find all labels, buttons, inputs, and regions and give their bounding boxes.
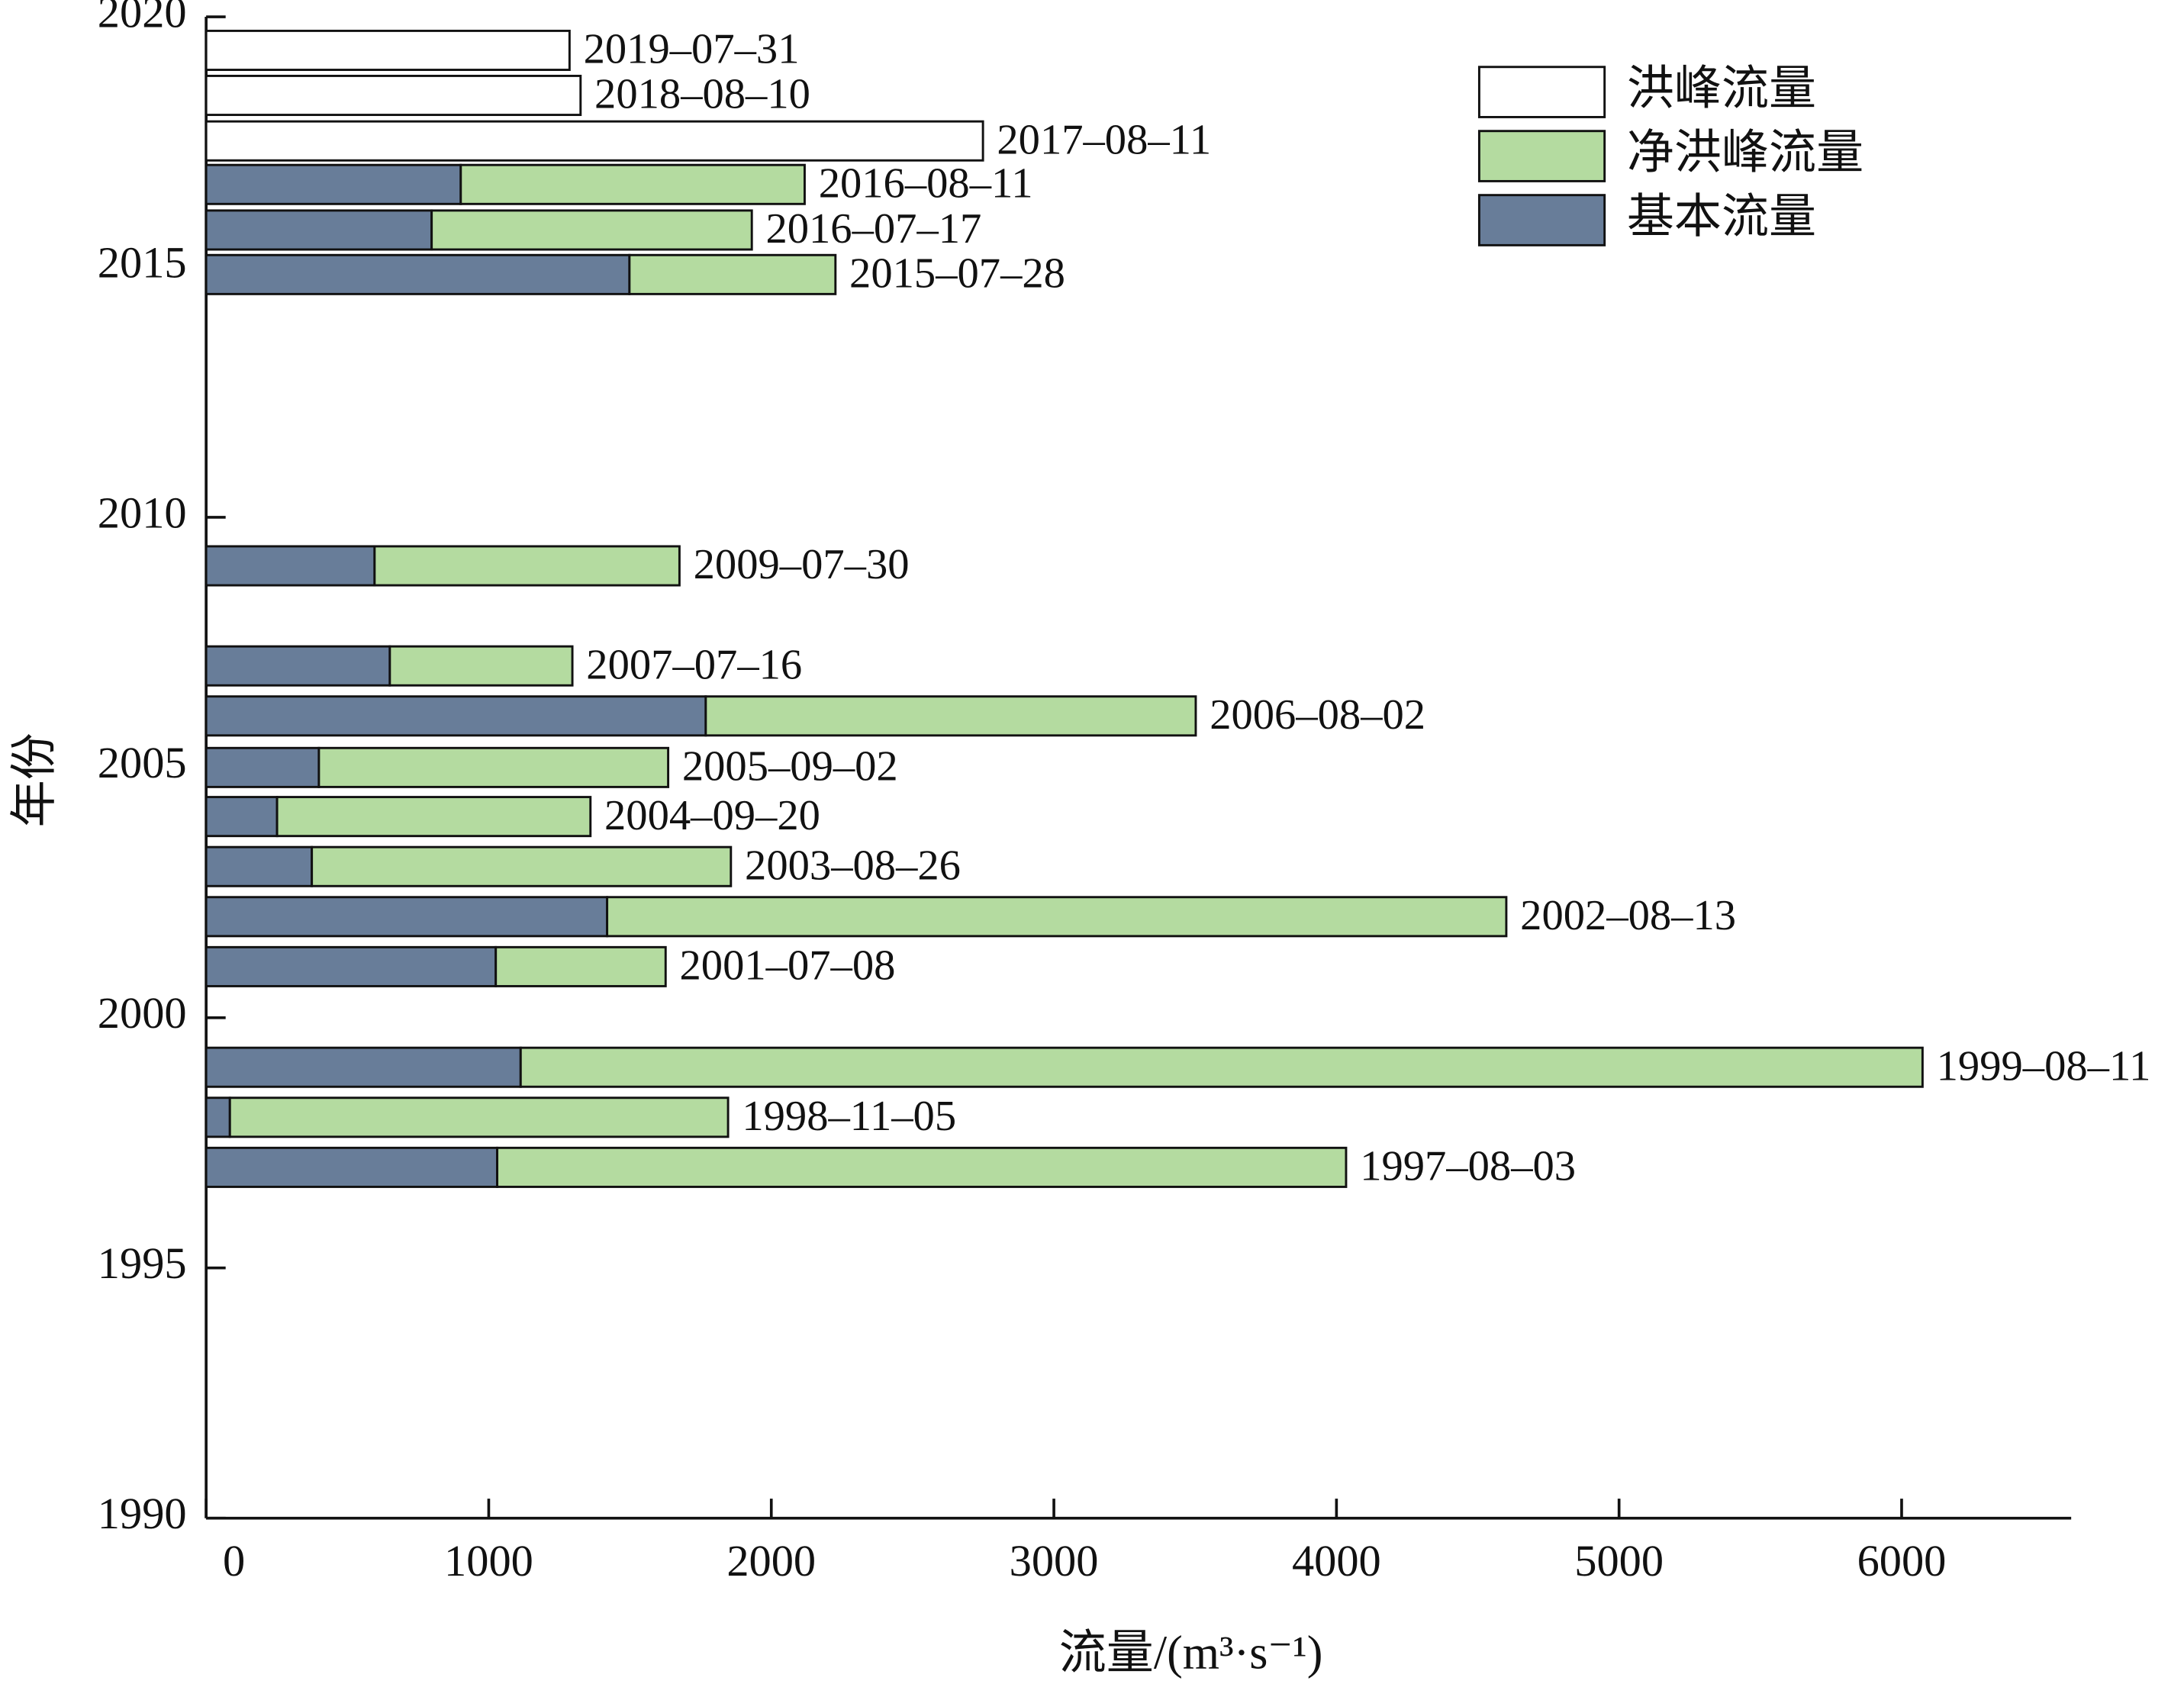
bar-segment [205,1046,522,1088]
bar-label: 2015–07–28 [849,250,1065,297]
y-tick-label: 2020 [98,0,187,37]
bar-label: 2019–07–31 [584,26,800,73]
bar-segment [606,896,1508,938]
x-tick-label: 4000 [1292,1536,1381,1586]
legend-swatch [1477,66,1606,118]
bar-label: 2016–07–17 [765,205,981,253]
bar-segment [388,645,574,687]
legend-label: 洪峰流量 [1627,63,1816,115]
y-tick-label: 2010 [98,488,187,537]
bar-segment [205,796,279,838]
bar-segment [205,29,571,71]
bar-label: 2003–08–26 [745,842,961,889]
bar-label: 1999–08–11 [1937,1042,2151,1090]
legend-label: 净洪峰流量 [1627,127,1863,179]
bar-segment [704,695,1197,737]
bar-segment [205,645,391,687]
bar-label: 2004–09–20 [604,792,820,839]
bar-segment [205,746,321,788]
y-tick-label: 2000 [98,988,187,1038]
bar-label: 1998–11–05 [742,1093,956,1140]
bar-label: 2005–09–02 [682,742,898,790]
bar-segment [205,74,582,117]
bar-segment [205,163,462,205]
bar-segment [519,1046,1924,1088]
x-tick-label: 0 [223,1536,245,1586]
bar-segment [205,1146,499,1188]
bar-segment [205,945,498,987]
bar-label: 2017–08–11 [997,116,1211,163]
y-tick-label: 1995 [98,1238,187,1288]
bar-segment [311,845,733,887]
bar-segment [205,545,376,587]
bar-label: 2009–07–30 [694,541,910,588]
bar-segment [205,120,984,162]
bar-segment [459,163,806,205]
bar-label: 2016–08–11 [819,159,1033,207]
bar-segment [628,253,837,295]
bar-label: 2018–08–10 [594,71,810,118]
bar-label: 1997–08–03 [1360,1143,1576,1190]
bar-label: 2006–08–02 [1210,691,1425,739]
bar-segment [205,1096,231,1138]
y-tick-label: 1990 [98,1489,187,1538]
legend-swatch [1477,194,1606,246]
legend-label: 基本流量 [1627,192,1816,243]
bar-segment [430,209,753,251]
bar-segment [228,1096,730,1138]
bar-segment [205,209,433,251]
legend-swatch [1477,130,1606,182]
x-tick-label: 2000 [726,1536,816,1586]
y-axis-title: 年份 [8,733,60,827]
bar-segment [205,896,609,938]
x-tick-label: 1000 [444,1536,533,1586]
bar-segment [205,695,707,737]
y-tick-label: 2015 [98,237,187,287]
y-tick-label: 2005 [98,738,187,787]
bar-segment [205,845,314,887]
bar-label: 2007–07–16 [586,641,802,688]
bar-label: 2001–07–08 [680,942,896,990]
bar-segment [496,1146,1348,1188]
bar-segment [317,746,670,788]
bar-segment [373,545,681,587]
x-axis-title: 流量/(m³·s⁻¹) [1059,1627,1323,1679]
bar-label: 2002–08–13 [1520,892,1736,939]
bar-segment [494,945,667,987]
x-tick-label: 6000 [1857,1536,1947,1586]
x-tick-label: 5000 [1574,1536,1664,1586]
bar-segment [275,796,592,838]
x-tick-label: 3000 [1010,1536,1099,1586]
bar-segment [205,253,631,295]
